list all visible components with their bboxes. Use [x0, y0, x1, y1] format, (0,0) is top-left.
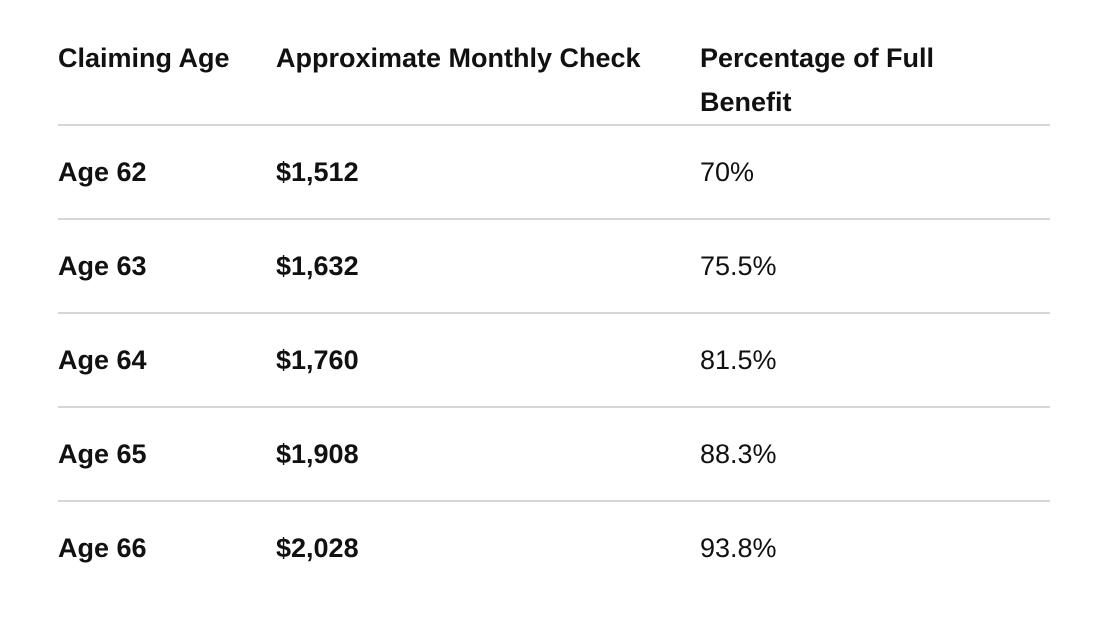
cell-age: Age 63 [58, 219, 276, 314]
cell-age: Age 65 [58, 407, 276, 502]
table-header-row: Claiming Age Approximate Monthly Check P… [58, 0, 1050, 126]
table-row: Age 65 $1,908 88.3% [58, 407, 1050, 502]
cell-percentage: 81.5% [700, 313, 1050, 408]
header-claiming-age: Claiming Age [58, 0, 276, 126]
benefit-table-container: Claiming Age Approximate Monthly Check P… [58, 0, 1050, 595]
cell-monthly-check: $1,512 [276, 125, 700, 220]
cell-age: Age 66 [58, 533, 147, 563]
header-percentage: Percentage of Full Benefit [700, 0, 1050, 126]
cell-age: Age 64 [58, 313, 276, 408]
table-row: Age 64 $1,760 81.5% [58, 313, 1050, 408]
cell-monthly-check: $1,760 [276, 313, 700, 408]
cell-percentage: 70% [700, 125, 1050, 220]
cell-monthly-check: $1,632 [276, 219, 700, 314]
header-monthly-check: Approximate Monthly Check [276, 0, 700, 126]
cell-percentage: 88.3% [700, 407, 1050, 502]
cell-percentage: 93.8% [700, 533, 777, 563]
cell-monthly-check: $2,028 [276, 533, 359, 563]
cell-age: Age 62 [58, 125, 276, 220]
cell-percentage: 75.5% [700, 219, 1050, 314]
table-row: Age 62 $1,512 70% [58, 125, 1050, 220]
cell-monthly-check: $1,908 [276, 407, 700, 502]
table-row: Age 66 $2,028 93.8% [58, 501, 1050, 595]
table-row: Age 63 $1,632 75.5% [58, 219, 1050, 314]
benefit-table: Claiming Age Approximate Monthly Check P… [58, 0, 1050, 595]
